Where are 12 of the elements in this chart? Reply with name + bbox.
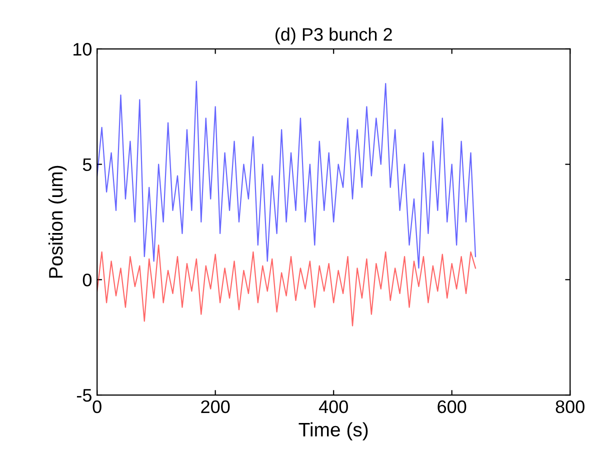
x-tick-label: 200	[201, 400, 230, 414]
y-axis-title: Position (um)	[48, 166, 67, 278]
x-tick-label: 0	[92, 400, 102, 414]
x-tick-label: 600	[438, 400, 466, 414]
y-tick-label: 5	[82, 158, 92, 172]
x-tick-label: 800	[556, 400, 584, 414]
y-tick-label: 10	[74, 42, 92, 56]
y-tick-label: 0	[82, 274, 92, 286]
x-axis-title: Time (s)	[298, 422, 368, 440]
x-tick-label: 400	[318, 400, 348, 414]
chart-title: (d) P3 bunch 2	[276, 28, 392, 44]
y-tick-label: -5	[76, 389, 92, 402]
